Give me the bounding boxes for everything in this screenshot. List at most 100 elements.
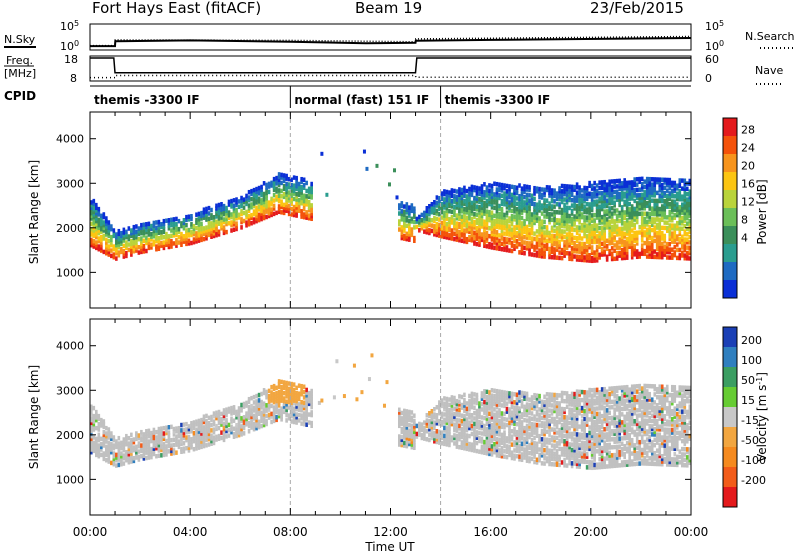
scatter-cell (435, 437, 439, 442)
colorbar-swatch (723, 118, 737, 137)
scatter-cell (473, 405, 476, 411)
scatter-cell (533, 207, 536, 212)
scatter-cell (297, 205, 301, 211)
scatter-cell (490, 245, 494, 250)
scatter-cell (550, 395, 554, 400)
scatter-cell (480, 208, 484, 213)
scatter-cell (130, 246, 133, 252)
scatter-cell (215, 211, 218, 217)
scatter-cell (508, 226, 511, 232)
scatter-cell (415, 219, 419, 224)
scatter-cell (483, 431, 486, 437)
scatter-cell (640, 216, 644, 222)
scatter-cell (513, 392, 516, 397)
scatter-cell (107, 228, 111, 233)
scatter-cell (655, 214, 659, 220)
scatter-cell (583, 241, 586, 247)
scatter-cell (195, 435, 198, 440)
scatter-cell (300, 184, 303, 190)
scatter-cell (668, 196, 672, 202)
scatter-cell (560, 207, 564, 213)
scatter-cell (545, 445, 549, 451)
scatter-cell (282, 202, 286, 208)
scatter-cell (553, 241, 556, 247)
scatter-cell (500, 413, 504, 419)
scatter-cell (493, 240, 496, 245)
scatter-cell (255, 393, 258, 399)
scatter-cell (480, 194, 484, 200)
scatter-cell (408, 409, 411, 415)
scatter-cell (550, 453, 554, 459)
scatter-cell (202, 236, 206, 242)
scatter-cell (440, 220, 444, 226)
scatter-cell (515, 244, 519, 249)
scatter-cell (563, 250, 566, 256)
scatter-cell (157, 238, 161, 244)
cpid-segment-label: normal (fast) 151 IF (294, 93, 429, 107)
scatter-cell (257, 392, 261, 398)
scatter-cell (440, 411, 444, 417)
scatter-cell (610, 235, 614, 240)
scatter-cell (200, 210, 203, 216)
scatter-cell (620, 191, 624, 197)
scatter-cell (660, 177, 664, 182)
scatter-cell (505, 393, 509, 398)
scatter-cell (475, 236, 479, 242)
scatter-cell (638, 187, 642, 193)
scatter-cell (533, 435, 536, 441)
scatter-cell (658, 177, 662, 182)
scatter-cell (195, 430, 198, 435)
scatter-cell (145, 437, 148, 442)
scatter-cell (230, 429, 233, 435)
scatter-cell (125, 245, 128, 251)
scatter-cell (262, 191, 266, 197)
scatter-cell (680, 242, 684, 248)
scatter-cell (95, 444, 98, 450)
scatter-cell (250, 212, 253, 218)
scatter-cell (102, 249, 106, 255)
scatter-cell (210, 428, 213, 433)
scatter-cell (122, 455, 126, 461)
scatter-cell (560, 409, 564, 414)
scatter-cell (197, 235, 201, 241)
scatter-cell (685, 213, 689, 218)
scatter-cell (555, 236, 559, 242)
scatter-cell (618, 183, 621, 189)
scatter-cell (515, 206, 519, 212)
scatter-cell (428, 419, 431, 424)
scatter-cell (490, 210, 494, 215)
scatter-cell (445, 410, 449, 415)
scatter-cell (683, 218, 687, 224)
scatter-cell (225, 428, 228, 434)
scatter-cell (648, 214, 652, 219)
scatter-cell (260, 418, 263, 423)
scatter-cell (495, 240, 499, 246)
scatter-cell (685, 202, 689, 208)
scatter-cell (165, 430, 168, 436)
scatter-cell (635, 241, 639, 246)
scatter-cell (528, 193, 531, 198)
scatter-cell (307, 186, 311, 192)
scatter-cell (548, 185, 551, 190)
scatter-cell (400, 440, 404, 445)
scatter-cell (282, 409, 286, 415)
scatter-cell (493, 197, 496, 203)
scatter-cell (620, 226, 624, 231)
scatter-cell (458, 426, 461, 431)
scatter-cell (488, 201, 491, 207)
scatter-cell (245, 422, 248, 427)
scatter-cell (90, 409, 93, 415)
scatter-cell (440, 210, 444, 215)
scatter-cell (525, 216, 529, 222)
scatter-cell (185, 233, 188, 239)
scatter-cell (302, 421, 306, 427)
scatter-cell (448, 195, 451, 201)
scatter-cell (460, 405, 464, 410)
scatter-cell (107, 453, 111, 459)
scatter-cell (280, 398, 283, 403)
scatter-cell (473, 397, 476, 403)
scatter-cell (528, 445, 531, 451)
scatter-cell (310, 402, 313, 407)
scatter-cell (433, 216, 436, 221)
scatter-cell (310, 216, 313, 222)
